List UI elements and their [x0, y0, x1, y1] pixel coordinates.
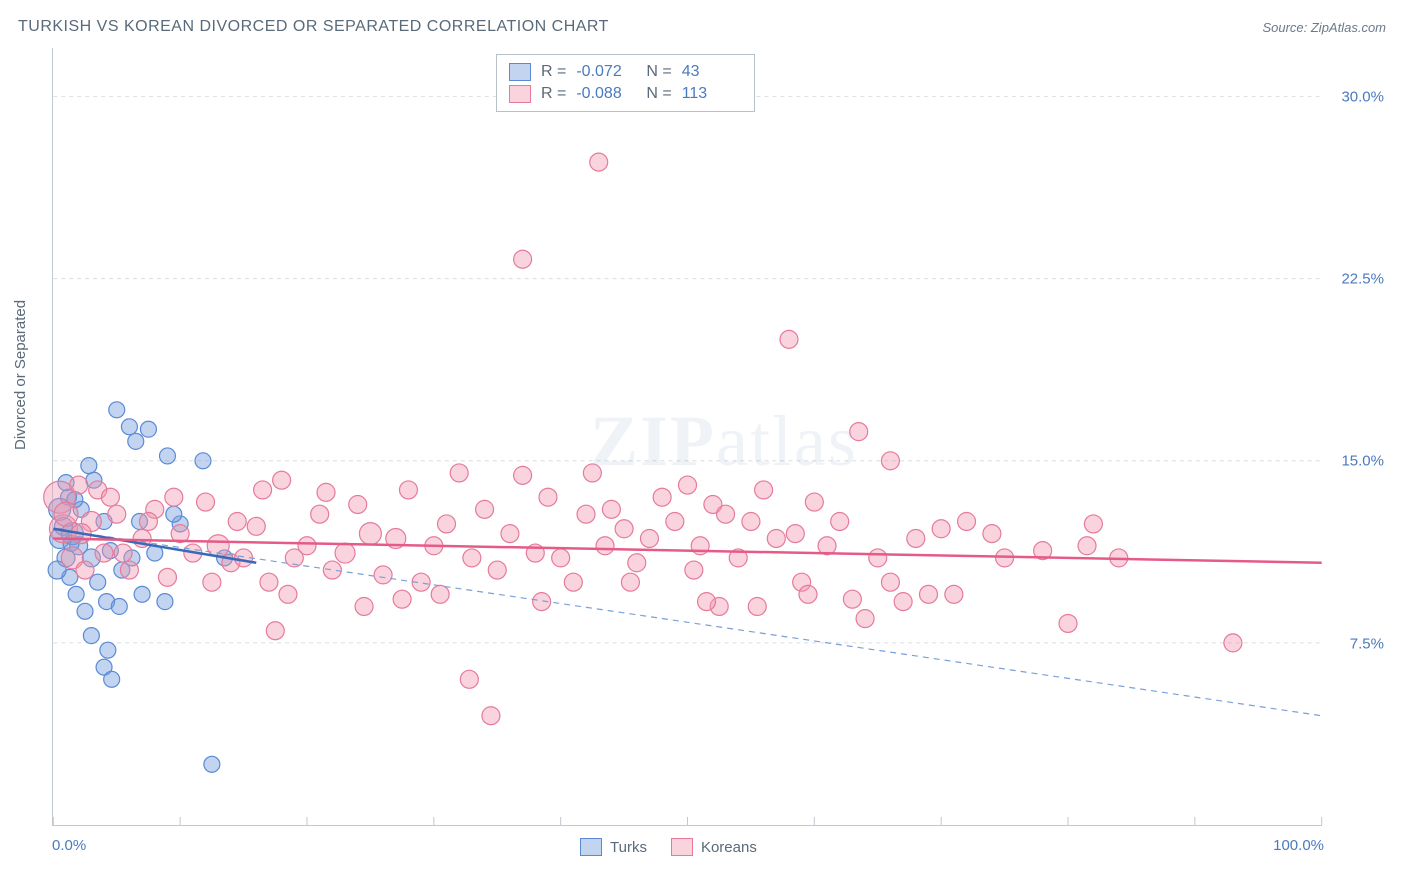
legend-swatch: [509, 63, 531, 81]
stat-n-value: 113: [682, 85, 742, 103]
legend-label: Turks: [610, 839, 647, 856]
stat-n-value: 43: [682, 63, 742, 81]
y-tick-label: 7.5%: [1350, 635, 1384, 652]
stat-row: R = -0.072 N = 43: [509, 61, 742, 83]
plot-area: [52, 48, 1322, 826]
stat-row: R = -0.088 N = 113: [509, 83, 742, 105]
stat-r-value: -0.072: [576, 63, 636, 81]
stat-legend-box: R = -0.072 N = 43 R = -0.088 N = 113: [496, 54, 755, 112]
y-axis-label: Divorced or Separated: [12, 300, 29, 450]
y-tick-label: 22.5%: [1341, 270, 1384, 287]
chart-title: TURKISH VS KOREAN DIVORCED OR SEPARATED …: [18, 18, 609, 36]
y-tick-label: 15.0%: [1341, 453, 1384, 470]
stat-r-label: R =: [541, 85, 566, 103]
stat-r-value: -0.088: [576, 85, 636, 103]
y-tick-label: 30.0%: [1341, 88, 1384, 105]
legend-item: Turks: [580, 838, 647, 856]
legend-swatch: [580, 838, 602, 856]
stat-n-label: N =: [646, 85, 671, 103]
x-axis-min-label: 0.0%: [52, 837, 86, 854]
x-axis-max-label: 100.0%: [1273, 837, 1324, 854]
legend-swatch: [671, 838, 693, 856]
bottom-legend: Turks Koreans: [580, 838, 757, 856]
legend-item: Koreans: [671, 838, 757, 856]
scatter-svg: [53, 48, 1322, 825]
legend-label: Koreans: [701, 839, 757, 856]
legend-swatch: [509, 85, 531, 103]
source-attribution: Source: ZipAtlas.com: [1262, 20, 1386, 35]
stat-n-label: N =: [646, 63, 671, 81]
stat-r-label: R =: [541, 63, 566, 81]
